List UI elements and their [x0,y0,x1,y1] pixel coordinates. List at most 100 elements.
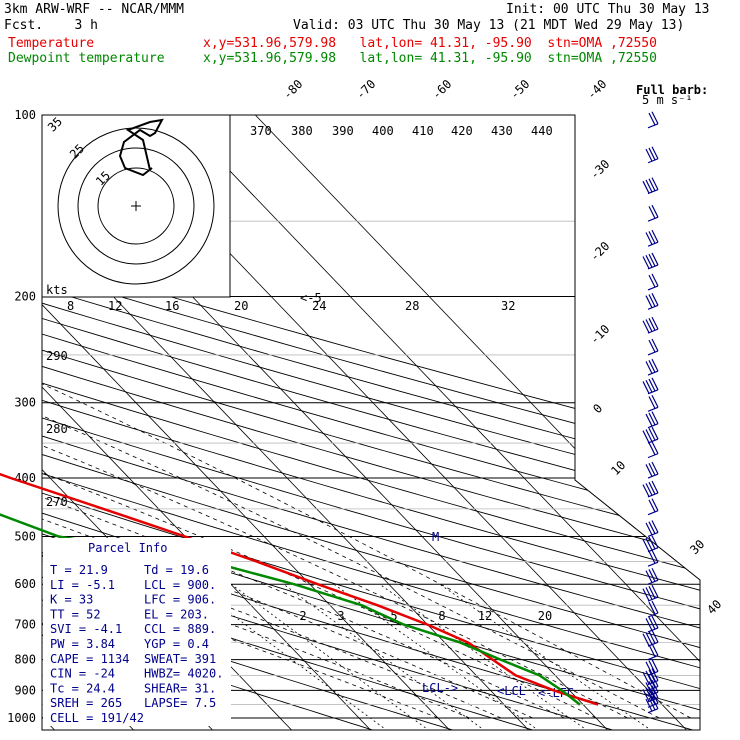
mixing-ratio-label-5: 5 [390,609,397,623]
dewpoint-legend-label: Dewpoint temperature [8,51,165,66]
wind-barbs [642,111,659,714]
pressure-label-900: 900 [14,683,36,697]
parcel-row-right-8: SHEAR= 31. [144,681,216,695]
wind-barb-120 [645,146,659,164]
mixing-ratio-label-3: 3 [337,609,344,623]
wind-barb-310 [647,395,659,412]
theta-label-370: 370 [250,124,272,138]
isotherm-40 [149,115,700,730]
pressure-label-800: 800 [14,653,36,667]
parcel-info-title: Parcel Info [88,541,167,555]
wind-barb-640 [642,584,659,602]
moist-adiabat-12 [42,220,533,719]
wind-barb-290 [642,377,659,395]
isotherm-label--60: -60 [429,77,454,102]
wind-barb-330 [645,411,659,429]
theta-label-380: 380 [291,124,313,138]
mixing-ratio-line-12 [379,583,589,730]
pressure-label-100: 100 [14,108,36,122]
dry-adiabat-280 [42,115,536,730]
hodograph-trace [118,118,164,177]
chart-frame [41,114,701,731]
moist-adiabat-32 [42,220,691,719]
wind-barb-165 [645,229,659,247]
parcel-row-left-7: CIN = -24 [50,667,115,681]
pressure-label-200: 200 [14,290,36,304]
hodograph-ring-inner [97,167,175,245]
pressure-label-300: 300 [14,396,36,410]
wind-barb-350 [642,426,659,444]
isotherm-label--80: -80 [280,77,305,102]
wind-barb-800 [647,643,659,661]
isotherm-label--20: -20 [587,239,612,264]
dry-adiabat-320 [42,115,700,730]
hodo-speed-24: 24 [312,299,326,313]
dry-adiabat-260 [42,115,376,730]
pressure-label-1000: 1000 [7,711,36,725]
annotation-m: M [432,530,439,544]
wind-barb-270 [645,358,659,376]
isotherm-label--10: -10 [587,322,612,347]
theta-labels: 370 380 390 400 410 420 430 440 [250,124,553,138]
wind-barb-500 [645,520,659,538]
wind-barb-195 [647,273,659,291]
parcel-row-left-2: K = 33 [50,593,93,607]
wind-barb-230 [642,316,659,334]
wind-barb-370 [647,441,659,459]
theta-label-430: 430 [491,124,513,138]
isotherm-50 [228,115,700,730]
parcel-row-left-3: TT = 52 [50,607,101,621]
dry-adiabat-350 [42,115,700,730]
isotherm-label-40: 40 [704,597,724,617]
mixing-ratio-lines [191,583,653,730]
dewpoint-location: x,y=531.96,579.98 lat,lon= 41.31, -95.90… [203,51,657,66]
hodo-marker: <-5 [300,291,322,305]
isotherm-label--50: -50 [507,77,532,102]
parcel-row-left-5: PW = 3.84 [50,637,115,651]
mixing-ratio-label-2: 2 [299,609,306,623]
pressure-label-600: 600 [14,577,36,591]
isotherm-label--40: -40 [584,77,609,102]
wind-barb-105 [647,111,659,129]
annotation-lcl-left: LCL-> [422,681,458,695]
init-time: Init: 00 UTC Thu 30 May 13 [506,2,710,17]
parcel-info-background [43,538,231,726]
temperature-legend-label: Temperature [8,36,95,51]
parcel-row-left-9: SREH = 265 [50,696,122,710]
parcel-row-right-4: CCL = 889. [144,622,216,636]
dry-adiabat-330 [42,115,700,730]
parcel-row-left-10: CELL = 191/42 [50,711,144,725]
parcel-row-left-1: LI = -5.1 [50,578,115,592]
mixing-ratio-label-8: 8 [438,609,445,623]
wind-barb-150 [647,204,659,222]
wind-legend-value: 5 m s⁻¹ [642,93,693,107]
mixing-ratio-labels: 2 3 5 8 12 20 [299,609,552,623]
hodo-speed-28: 28 [405,299,419,313]
moist-adiabat-24 [42,220,628,719]
moist-adiabat-4 [42,220,470,719]
hodograph-ring-middle [77,147,195,265]
isotherm-label-30: 30 [687,537,707,557]
wind-barb-460 [647,498,659,516]
parcel-row-right-6: SWEAT= 391 [144,652,216,666]
mixing-ratio-label-12: 12 [478,609,492,623]
dry-adiabat-370 [42,115,700,730]
wind-barb-720 [645,615,659,633]
dewpoint-profile [0,513,581,706]
theta-label-420: 420 [451,124,473,138]
hodo-speed-32: 32 [501,299,515,313]
forecast-hour: Fcst. 3 h [4,18,98,33]
theta-left-270: 270 [46,495,68,509]
parcel-row-right-0: Td = 19.6 [144,563,209,577]
theta-label-390: 390 [332,124,354,138]
parcel-row-left-4: SVI = -4.1 [50,622,122,636]
hodo-speed-8: 8 [67,299,74,313]
parcel-info-box: Parcel Info T = 21.9 Td = 19.6 LI = -5.1 LC… [43,538,231,726]
dry-adiabat-340 [42,115,700,730]
parcel-row-right-5: YGP = 0.4 [144,637,209,651]
isotherm-label--30: -30 [587,157,612,182]
wind-legend-title: Full barb: [636,83,708,97]
isotherm-label-10: 10 [608,458,628,478]
wind-barb-680 [647,600,659,618]
